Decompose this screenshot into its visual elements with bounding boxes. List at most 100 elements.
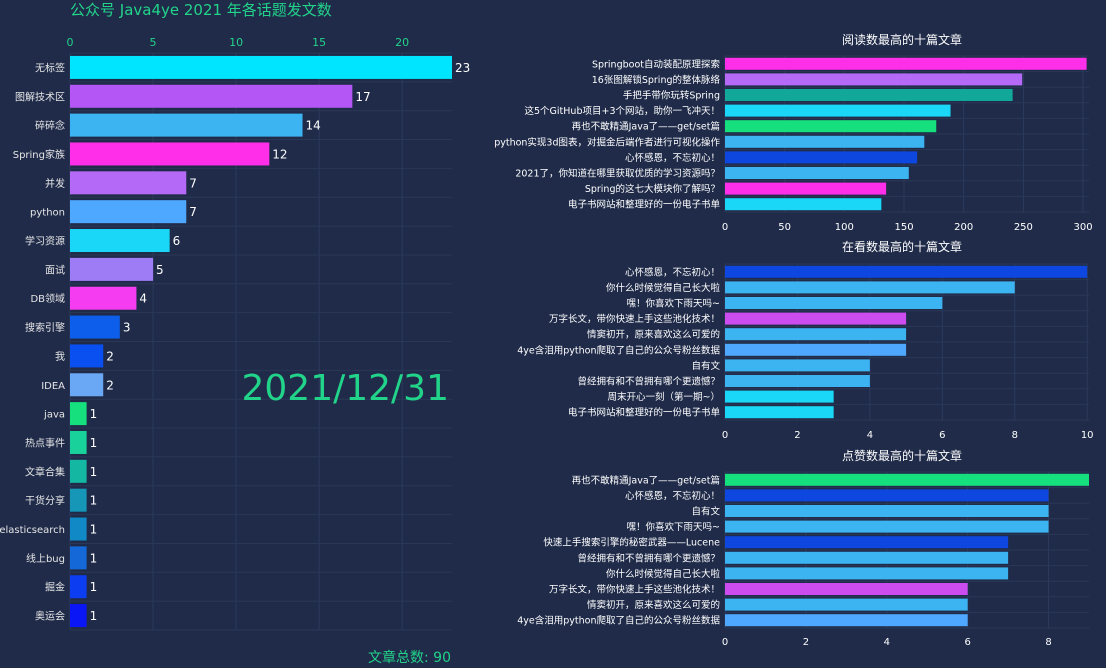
main-category-label: 干货分享 [25, 494, 65, 507]
main-bar [70, 430, 87, 454]
sub-bar [725, 182, 887, 195]
sub-bar [725, 343, 907, 356]
date-label: 2021/12/31 [242, 368, 450, 409]
sub-bar [725, 135, 925, 148]
sub-chart-title: 在看数最高的十篇文章 [842, 239, 962, 254]
main-value-label: 1 [90, 407, 98, 421]
sub-category-label: 4ye含泪用python爬取了自己的公众号粉丝数据 [517, 615, 720, 627]
sub-x-tick: 150 [894, 222, 913, 233]
main-bar [70, 84, 353, 108]
sub-x-tick: 2 [803, 637, 809, 648]
sub-bar [725, 567, 1009, 580]
sub-category-label: 心怀感恩，不忘初心！ [625, 490, 720, 502]
sub-category-label: 万字长文，带你快速上手这些池化技术！ [549, 584, 720, 596]
main-bar [70, 286, 137, 310]
sub-category-label: 情窦初开，原来喜欢这么可爱的 [587, 599, 720, 611]
main-bar [70, 171, 187, 195]
main-category-label: 掘金 [45, 581, 65, 594]
sub-x-tick: 6 [964, 637, 970, 648]
main-value-label: 1 [90, 523, 98, 537]
sub-bar [725, 312, 907, 325]
sub-bar [725, 120, 937, 133]
sub-bar [725, 375, 870, 387]
sub-category-label: 周末开心一刻（第一期~） [608, 391, 720, 403]
sub-bar [725, 489, 1049, 502]
main-value-label: 7 [189, 176, 197, 190]
sub-category-label: 快速上手搜索引擎的秘密武器——Lucene [543, 537, 720, 549]
main-value-label: 1 [90, 436, 98, 450]
main-value-label: 17 [355, 90, 370, 104]
main-bar [70, 113, 303, 137]
sub-bar [725, 281, 1015, 294]
sub-category-label: 你什么时候觉得自己长大啦 [606, 568, 721, 580]
sub-category-label: 心怀感恩，不忘初心！ [625, 266, 720, 278]
sub-bar [725, 104, 951, 117]
sub-bar [725, 505, 1049, 517]
sub-bar [725, 473, 1089, 486]
main-bar [70, 200, 187, 224]
main-category-label: 我 [55, 351, 65, 363]
main-value-label: 5 [156, 263, 164, 277]
main-category-label: Spring家族 [13, 148, 65, 161]
sub-bar [725, 73, 1023, 86]
main-category-label: 面试 [45, 263, 65, 276]
total-count-label: 文章总数: 90 [368, 649, 451, 666]
sub-x-tick: 0 [722, 222, 728, 233]
sub-category-label: 你什么时候觉得自己长大啦 [606, 282, 721, 294]
top-read-chart: 阅读数最高的十篇文章 0 50 100 150 200 250 300 Springboot自动… [494, 32, 1092, 233]
main-category-label: IDEA [41, 381, 65, 392]
sub-bar [725, 265, 1088, 278]
sub-x-tick: 300 [1073, 222, 1092, 233]
sub-x-tick: 6 [939, 430, 945, 441]
sub-x-tick: 2 [794, 430, 800, 441]
sub-bar [725, 297, 943, 309]
sub-x-tick: 100 [835, 222, 854, 233]
sub-category-label: 再也不敢精通Java了——get/set篇 [572, 474, 720, 486]
sub-bar [725, 57, 1087, 70]
main-value-label: 1 [90, 494, 98, 508]
main-value-label: 4 [139, 292, 147, 306]
sub-bar [725, 598, 968, 611]
main-bar [70, 546, 87, 570]
main-category-label: 无标签 [35, 61, 65, 74]
main-category-label: 文章合集 [25, 465, 65, 478]
main-value-label: 1 [90, 580, 98, 594]
sub-category-label: 4ye含泪用python爬取了自己的公众号粉丝数据 [517, 344, 720, 356]
sub-bar [725, 89, 1013, 101]
sub-bar [725, 406, 834, 419]
main-category-label: 线上bug [26, 552, 65, 565]
sub-x-tick: 0 [722, 637, 728, 648]
main-value-label: 14 [306, 119, 321, 133]
main-bar [70, 517, 87, 541]
sub-bar [725, 198, 882, 211]
sub-chart-title: 点赞数最高的十篇文章 [842, 448, 962, 463]
sub-category-label: 电子书网站和整理好的一份电子书单 [568, 407, 721, 419]
main-value-label: 1 [90, 551, 98, 565]
main-value-label: 1 [90, 609, 98, 623]
main-bar [70, 229, 170, 253]
main-value-label: 23 [455, 61, 470, 75]
main-x-tick: 0 [67, 36, 74, 49]
sub-x-tick: 0 [722, 430, 728, 441]
main-category-label: elasticsearch [0, 525, 65, 536]
main-category-label: 奥运会 [35, 610, 65, 623]
sub-x-tick: 200 [954, 222, 973, 233]
sub-category-label: Springboot自动装配原理探索 [592, 58, 720, 70]
sub-category-label: 再也不敢精通Java了——get/set篇 [572, 121, 720, 133]
main-x-tick: 5 [150, 36, 157, 49]
main-value-label: 1 [90, 465, 98, 479]
sub-bar [725, 167, 909, 179]
main-bar [70, 55, 452, 79]
main-bar [70, 604, 87, 628]
sub-bar [725, 520, 1049, 533]
sub-bar [725, 359, 870, 372]
main-value-label: 6 [173, 234, 181, 248]
sub-category-label: 万字长文，带你快速上手这些池化技术！ [549, 313, 720, 325]
sub-x-tick: 4 [867, 430, 873, 441]
main-category-label: 搜索引擎 [25, 321, 65, 334]
main-category-label: 图解技术区 [15, 90, 65, 103]
sub-chart-title: 阅读数最高的十篇文章 [842, 32, 962, 47]
main-category-label: 并发 [45, 177, 65, 190]
